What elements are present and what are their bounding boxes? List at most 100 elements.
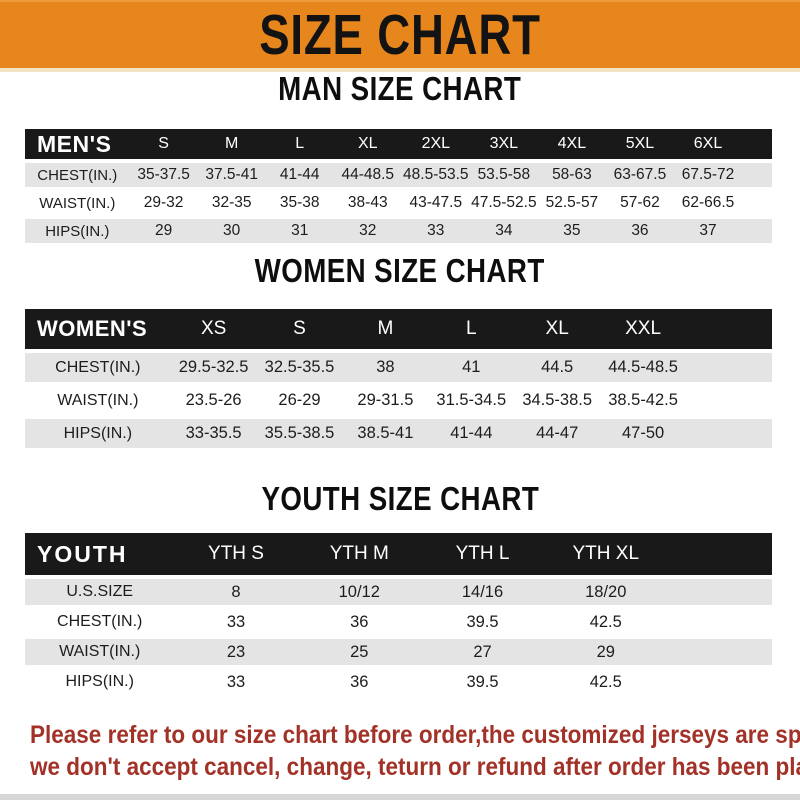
- size-chart-banner: SIZE CHART: [0, 0, 800, 72]
- row-label: HIPS(IN.): [25, 419, 171, 448]
- column-header: 5XL: [605, 129, 674, 159]
- size-cell: 41-44: [428, 419, 515, 448]
- size-cell: 29-31.5: [342, 386, 429, 415]
- size-cell: 30: [197, 219, 266, 243]
- column-header: YTH XL: [544, 533, 668, 575]
- men-header-row: MEN'S S M L XL 2XL 3XL 4XL 5XL 6XL: [25, 129, 772, 159]
- size-cell: 32-35: [197, 191, 266, 215]
- size-cell: 47.5-52.5: [469, 191, 538, 215]
- row-label: CHEST(IN.): [25, 609, 175, 635]
- banner-title: SIZE CHART: [259, 2, 541, 67]
- table-row: HIPS(IN.) 29 30 31 32 33 34 35 36 37: [25, 219, 772, 243]
- size-cell: 44.5: [514, 353, 601, 382]
- size-cell: 52.5-57: [537, 191, 606, 215]
- size-cell: 31: [265, 219, 334, 243]
- column-header: 2XL: [401, 129, 470, 159]
- row-label: U.S.SIZE: [25, 579, 175, 605]
- size-cell: 26-29: [256, 386, 343, 415]
- size-cell: 27: [420, 639, 545, 665]
- size-cell: 43-47.5: [401, 191, 470, 215]
- row-filler: [667, 639, 772, 665]
- table-row: WAIST(IN.) 23 25 27 29: [25, 639, 772, 665]
- size-cell: 29: [544, 639, 668, 665]
- table-row: CHEST(IN.) 35-37.5 37.5-41 41-44 44-48.5 48.5…: [25, 163, 772, 187]
- size-cell: 29: [129, 219, 198, 243]
- table-row: HIPS(IN.) 33 36 39.5 42.5: [25, 669, 772, 695]
- size-cell: 33: [401, 219, 470, 243]
- size-cell: 47-50: [600, 419, 687, 448]
- row-filler: [667, 579, 772, 605]
- size-cell: 29.5-32.5: [170, 353, 257, 382]
- table-row: HIPS(IN.) 33-35.5 35.5-38.5 38.5-41 41-44 44-…: [25, 419, 772, 448]
- section-heading-text: MAN SIZE CHART: [278, 70, 522, 107]
- section-heading-text: WOMEN SIZE CHART: [254, 252, 546, 289]
- youth-header-row: YOUTH YTH S YTH M YTH L YTH XL: [25, 533, 772, 575]
- column-header: YTH S: [174, 533, 298, 575]
- size-cell: 53.5-58: [469, 163, 538, 187]
- size-cell: 33: [174, 609, 298, 635]
- size-cell: 18/20: [544, 579, 668, 605]
- men-table-wrap: MEN'S S M L XL 2XL 3XL 4XL 5XL 6XL CHEST(IN.) 35-37…: [25, 125, 772, 247]
- header-filler: [667, 533, 772, 575]
- column-header: S: [129, 129, 198, 159]
- size-cell: 62-66.5: [673, 191, 743, 215]
- column-header: XL: [514, 309, 601, 349]
- women-table-wrap: WOMEN'S XS S M L XL XXL CHEST(IN.) 29.5-32.5 32.5…: [25, 305, 772, 452]
- table-row: U.S.SIZE 8 10/12 14/16 18/20: [25, 579, 772, 605]
- size-cell: 39.5: [420, 609, 545, 635]
- row-label: WAIST(IN.): [25, 191, 130, 215]
- size-cell: 44.5-48.5: [600, 353, 687, 382]
- size-cell: 34.5-38.5: [514, 386, 601, 415]
- footer-note: Please refer to our size chart before or…: [30, 719, 800, 783]
- section-heading-text: YOUTH SIZE CHART: [261, 480, 539, 517]
- youth-size-table: YOUTH YTH S YTH M YTH L YTH XL U.S.SIZE 8 10/12…: [25, 529, 772, 699]
- size-cell: 14/16: [420, 579, 545, 605]
- size-cell: 36: [605, 219, 674, 243]
- table-row: CHEST(IN.) 29.5-32.5 32.5-35.5 38 41 44.5 44.5…: [25, 353, 772, 382]
- column-header: XL: [333, 129, 402, 159]
- size-cell: 32.5-35.5: [256, 353, 343, 382]
- row-filler: [686, 419, 772, 448]
- youth-header-label: YOUTH: [25, 533, 175, 575]
- size-cell: 35-37.5: [129, 163, 198, 187]
- size-cell: 31.5-34.5: [428, 386, 515, 415]
- size-cell: 42.5: [544, 609, 668, 635]
- table-row: WAIST(IN.) 23.5-26 26-29 29-31.5 31.5-34.5 34…: [25, 386, 772, 415]
- youth-table-wrap: YOUTH YTH S YTH M YTH L YTH XL U.S.SIZE 8 10/12…: [25, 529, 772, 699]
- column-header: YTH M: [297, 533, 421, 575]
- column-header: XXL: [600, 309, 687, 349]
- table-row: CHEST(IN.) 33 36 39.5 42.5: [25, 609, 772, 635]
- footer-line-1: Please refer to our size chart before or…: [30, 721, 800, 749]
- size-cell: 67.5-72: [673, 163, 743, 187]
- column-header: 4XL: [537, 129, 606, 159]
- header-filler: [686, 309, 772, 349]
- size-cell: 37.5-41: [197, 163, 266, 187]
- size-cell: 35.5-38.5: [256, 419, 343, 448]
- size-cell: 44-48.5: [333, 163, 402, 187]
- column-header: L: [428, 309, 515, 349]
- row-label: HIPS(IN.): [25, 669, 175, 695]
- column-header: M: [197, 129, 266, 159]
- row-filler: [742, 219, 772, 243]
- column-header: 6XL: [673, 129, 743, 159]
- row-filler: [667, 609, 772, 635]
- men-header-label: MEN'S: [25, 129, 130, 159]
- footer-line-2: we don't accept cancel, change, teturn o…: [30, 753, 800, 781]
- women-header-label: WOMEN'S: [25, 309, 171, 349]
- column-header: 3XL: [469, 129, 538, 159]
- size-cell: 42.5: [544, 669, 668, 695]
- size-cell: 38.5-42.5: [600, 386, 687, 415]
- section-heading-youth: YOUTH SIZE CHART: [0, 480, 800, 517]
- row-filler: [686, 353, 772, 382]
- column-header: YTH L: [420, 533, 545, 575]
- size-cell: 33-35.5: [170, 419, 257, 448]
- women-header-row: WOMEN'S XS S M L XL XXL: [25, 309, 772, 349]
- row-filler: [667, 669, 772, 695]
- size-cell: 32: [333, 219, 402, 243]
- row-label: WAIST(IN.): [25, 386, 171, 415]
- size-cell: 38.5-41: [342, 419, 429, 448]
- men-size-table: MEN'S S M L XL 2XL 3XL 4XL 5XL 6XL CHEST(IN.) 35-37…: [25, 125, 772, 247]
- size-cell: 63-67.5: [605, 163, 674, 187]
- bottom-strip: [0, 794, 800, 800]
- size-cell: 39.5: [420, 669, 545, 695]
